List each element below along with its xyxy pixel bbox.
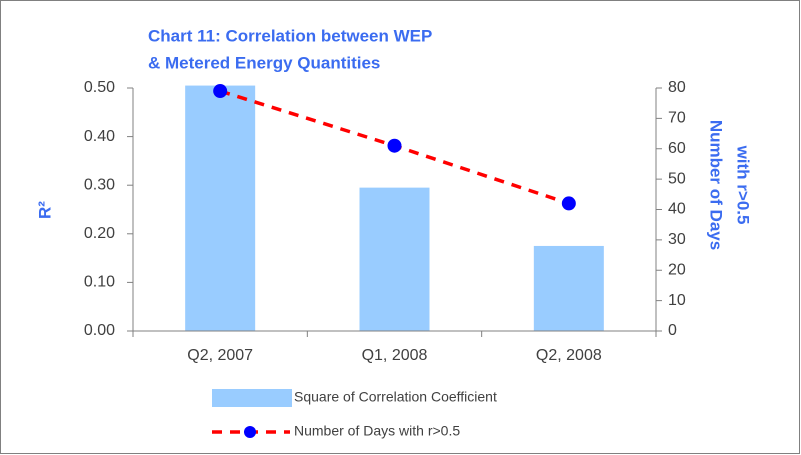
marker <box>561 196 576 211</box>
marker <box>213 84 228 99</box>
y2-tick-label: 0 <box>668 322 677 339</box>
x-tick-label: Q2, 2008 <box>536 347 602 364</box>
bar <box>359 187 430 331</box>
y2-tick-label: 50 <box>668 170 686 187</box>
legend-label: Square of Correlation Coefficient <box>294 389 497 405</box>
y2-axis-label: Number of Days <box>707 120 726 250</box>
x-tick-label: Q2, 2007 <box>187 347 253 364</box>
bar <box>185 85 256 331</box>
x-tick-label: Q1, 2008 <box>362 347 428 364</box>
chart-title: & Metered Energy Quantities <box>148 53 380 72</box>
y2-tick-label: 80 <box>668 79 686 96</box>
bar <box>533 245 604 331</box>
y2-tick-label: 70 <box>668 110 686 127</box>
legend-swatch <box>212 389 292 407</box>
y2-tick-label: 10 <box>668 292 686 309</box>
y-tick-label: 0.30 <box>84 176 115 193</box>
y-axis-label: R² <box>35 201 54 219</box>
y2-tick-label: 40 <box>668 201 686 218</box>
legend-marker <box>244 426 256 438</box>
y-tick-label: 0.40 <box>84 128 115 145</box>
chart-title: Chart 11: Correlation between WEP <box>148 26 432 45</box>
y2-tick-label: 60 <box>668 140 686 157</box>
y-tick-label: 0.10 <box>84 274 115 291</box>
marker <box>387 138 402 153</box>
y2-tick-label: 20 <box>668 261 686 278</box>
y-tick-label: 0.20 <box>84 225 115 242</box>
y2-tick-label: 30 <box>668 231 686 248</box>
y-tick-label: 0.00 <box>84 322 115 339</box>
legend-label: Number of Days with r>0.5 <box>294 423 460 439</box>
y2-axis-label: with r>0.5 <box>734 145 753 225</box>
y-tick-label: 0.50 <box>84 79 115 96</box>
